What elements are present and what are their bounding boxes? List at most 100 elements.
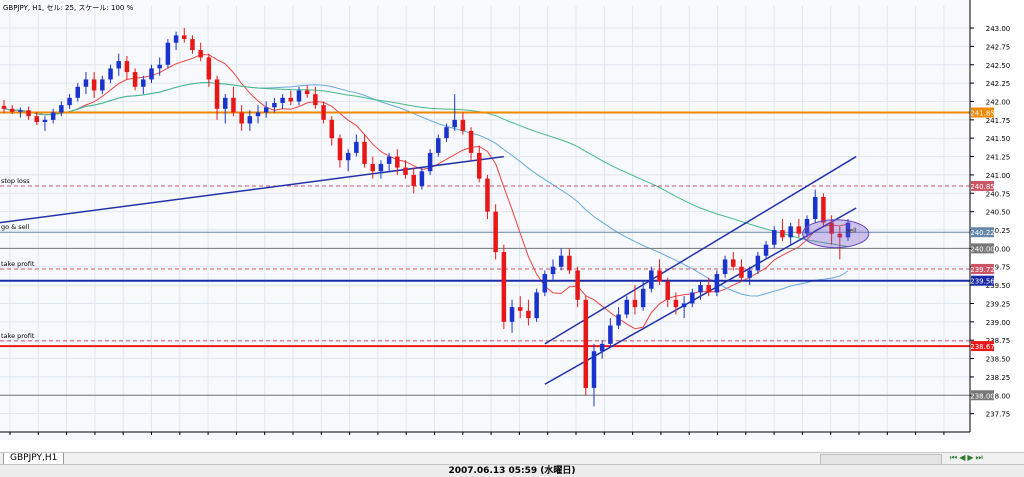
candle-body <box>222 97 228 109</box>
price-tag-label: 239.72 <box>970 266 995 274</box>
y-tick-label: 237.75 <box>986 411 1011 419</box>
price-tag-box <box>971 243 994 254</box>
candle-body <box>34 116 40 123</box>
candle-body <box>526 310 531 319</box>
candle-body <box>182 35 187 40</box>
candle-body <box>378 163 384 172</box>
y-tick-label: 240.50 <box>986 209 1011 217</box>
price-tag-box <box>971 341 994 352</box>
candle-body <box>9 108 15 112</box>
candle-body <box>485 178 490 212</box>
candle-body <box>616 314 621 326</box>
candle-body <box>42 119 48 123</box>
candle-body <box>690 292 695 304</box>
candle-body <box>124 61 130 73</box>
candle-body <box>132 72 138 87</box>
chart-title: GBPJPY, H1, セル: 25, スケール: 100 % <box>3 4 134 12</box>
candle-body <box>517 307 523 311</box>
candle-body <box>837 233 843 238</box>
last-tab-icon[interactable]: ⏭ <box>975 453 983 462</box>
candle-body <box>821 196 826 223</box>
price-tag-label: 240.85 <box>970 183 995 191</box>
candle-body <box>231 97 236 113</box>
next-tab-icon[interactable]: ▶ <box>967 453 974 462</box>
candle-body <box>75 86 81 98</box>
tab-navigation: ⏮ ◀ ▶ ⏭ <box>950 453 985 464</box>
candle-body <box>272 102 277 108</box>
candle-body <box>165 42 171 65</box>
price-tag-label: 240.22 <box>970 229 995 237</box>
candle-body <box>681 303 687 308</box>
candle-body <box>100 79 105 91</box>
price-tag-label: 238.67 <box>970 343 995 351</box>
candle-body <box>214 79 220 109</box>
candle-body <box>419 171 425 186</box>
y-tick-label: 241.75 <box>986 117 1011 125</box>
status-datetime: 2007.06.13 05:59 (水曜日) <box>448 466 576 476</box>
price-tag-box <box>971 275 994 286</box>
candle-body <box>460 119 466 131</box>
trend-line-support <box>0 155 504 224</box>
candle-body <box>239 112 244 124</box>
candle-body <box>501 252 507 322</box>
candle-body <box>493 211 498 253</box>
candle-body <box>198 50 203 58</box>
y-tick-label: 241.25 <box>986 154 1011 162</box>
candle-body <box>108 68 113 80</box>
candle-body <box>665 281 670 300</box>
candle-body <box>247 116 253 124</box>
candle-body <box>386 156 392 164</box>
candle-body <box>722 259 728 275</box>
candle-body <box>411 174 416 186</box>
price-tag-label: 238.00 <box>970 392 995 400</box>
candle-body <box>706 285 711 293</box>
chart-tabs: GBPJPY,H1 ⏮ ◀ ▶ ⏭ <box>0 452 1024 465</box>
candlestick-chart[interactable]: 243.00242.75242.50242.25242.00241.75241.… <box>0 0 1024 440</box>
candle-body <box>640 288 646 308</box>
candle-body <box>370 163 375 172</box>
candle-body <box>403 167 408 175</box>
candle-body <box>263 107 269 113</box>
candle-body <box>624 299 630 315</box>
candle-body <box>550 266 556 275</box>
candle-body <box>280 97 285 103</box>
candle-body <box>755 255 761 271</box>
chart-area[interactable]: 243.00 242.75 242.50 242.25 242.00 241.75 241.… <box>0 0 1024 440</box>
channel-upper-line <box>544 155 857 345</box>
sell-zone-ellipse <box>802 219 870 249</box>
candle-body <box>337 138 343 161</box>
candle-body <box>255 112 261 117</box>
candle-body <box>83 79 89 87</box>
candle-body <box>829 222 834 234</box>
price-tag-box <box>971 180 994 191</box>
y-tick-label: 239.50 <box>986 282 1011 290</box>
price-tag-box <box>971 390 994 401</box>
candle-body <box>116 61 121 69</box>
y-tick-label: 240.75 <box>986 190 1011 198</box>
candle-body <box>50 112 56 120</box>
first-tab-icon[interactable]: ⏮ <box>950 453 958 462</box>
candle-body <box>427 152 433 172</box>
candle-body <box>190 39 195 51</box>
candle-body <box>845 222 851 238</box>
candle-body <box>632 299 638 308</box>
candle-body <box>591 351 597 388</box>
candle-body <box>509 307 515 322</box>
candle-body <box>395 156 400 168</box>
candle-body <box>583 299 589 388</box>
price-tag-label: 239.56 <box>970 278 995 286</box>
sell-annotation-label: sell <box>846 227 857 235</box>
candle-body <box>599 343 605 352</box>
candle-body <box>780 230 785 238</box>
prev-tab-icon[interactable]: ◀ <box>959 453 966 462</box>
candle-body <box>157 64 162 69</box>
level-label: go & sell <box>1 223 29 231</box>
candle-body <box>304 90 310 95</box>
candle-body <box>608 325 613 344</box>
candle-body <box>673 299 679 308</box>
y-tick-label: 239.00 <box>986 319 1011 327</box>
candle-body <box>558 255 564 267</box>
candle-body <box>26 110 31 117</box>
candle-body <box>698 285 703 293</box>
y-tick-label: 238.75 <box>986 337 1011 345</box>
